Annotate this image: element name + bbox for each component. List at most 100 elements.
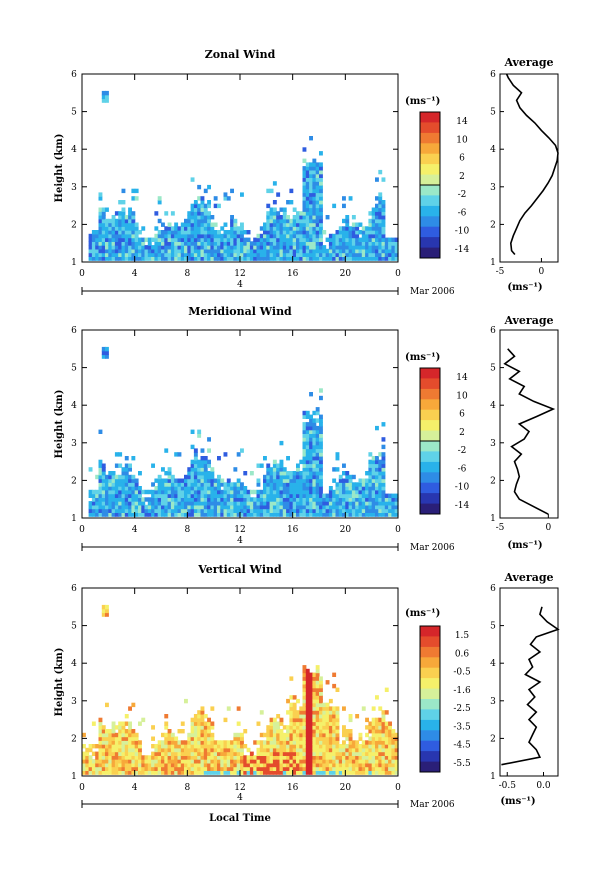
heat-cell bbox=[302, 181, 307, 186]
heat-cell bbox=[108, 493, 113, 498]
heat-cell bbox=[151, 762, 155, 768]
heat-cell bbox=[200, 504, 205, 510]
heat-cell bbox=[131, 252, 136, 257]
heat-cell bbox=[355, 759, 360, 764]
heat-cell bbox=[351, 486, 356, 491]
heat-cell bbox=[358, 751, 363, 756]
heat-cell bbox=[131, 762, 136, 768]
heat-cell bbox=[236, 245, 241, 250]
heat-cell bbox=[230, 489, 234, 495]
heat-cell bbox=[111, 508, 116, 513]
heat-cell bbox=[269, 207, 274, 212]
heat-cell bbox=[210, 486, 215, 491]
heat-cell bbox=[375, 747, 379, 753]
heat-cell bbox=[384, 512, 389, 517]
heat-cell bbox=[348, 237, 353, 242]
heat-cell bbox=[302, 203, 307, 209]
heat-cell bbox=[91, 501, 96, 506]
heat-cell bbox=[371, 755, 376, 760]
heat-cell bbox=[236, 497, 241, 502]
heat-cell bbox=[144, 489, 149, 495]
heat-cell bbox=[128, 759, 132, 764]
heat-cell bbox=[302, 226, 307, 231]
heat-cell bbox=[365, 478, 369, 483]
heat-cell bbox=[375, 501, 379, 506]
heat-cell bbox=[305, 471, 310, 476]
heat-cell bbox=[371, 248, 376, 254]
heat-cell bbox=[272, 478, 277, 483]
heat-cell bbox=[381, 486, 386, 491]
heat-cell bbox=[141, 759, 146, 764]
heat-cell bbox=[111, 736, 116, 741]
heat-cell bbox=[180, 486, 185, 491]
heat-cell bbox=[319, 751, 323, 756]
heat-cell bbox=[351, 245, 356, 250]
colorbar-swatch bbox=[420, 174, 440, 186]
heat-cell bbox=[177, 237, 182, 242]
heat-cell bbox=[263, 233, 267, 239]
heat-cell bbox=[388, 245, 392, 250]
heat-cell bbox=[111, 740, 116, 745]
heat-cell bbox=[309, 691, 313, 696]
heat-cell bbox=[240, 751, 244, 756]
heat-cell bbox=[391, 751, 396, 756]
heat-cell bbox=[312, 676, 317, 681]
heat-cell bbox=[305, 459, 310, 465]
heat-cell bbox=[319, 695, 323, 700]
average-y-tick-label: 6 bbox=[490, 584, 496, 594]
heat-cell bbox=[315, 211, 320, 216]
heat-cell bbox=[108, 732, 113, 738]
heat-cell bbox=[315, 683, 320, 689]
heat-cell bbox=[309, 414, 313, 419]
heat-cell bbox=[342, 218, 346, 224]
heat-cell bbox=[95, 759, 100, 764]
heat-cell bbox=[105, 241, 109, 246]
heat-cell bbox=[319, 230, 323, 235]
heat-cell bbox=[315, 512, 320, 517]
heat-cell bbox=[157, 218, 162, 224]
heat-cell bbox=[203, 459, 208, 465]
heat-cell bbox=[296, 222, 300, 227]
heat-cell bbox=[111, 222, 116, 227]
heat-cell bbox=[315, 256, 320, 261]
heat-cell bbox=[345, 747, 350, 753]
heat-cell bbox=[213, 489, 218, 495]
heat-cell bbox=[342, 482, 346, 487]
heat-cell bbox=[302, 196, 307, 201]
heat-cell bbox=[233, 508, 238, 513]
heat-cell bbox=[361, 493, 366, 498]
colorbar-tick-label: -1.6 bbox=[453, 686, 471, 696]
heat-cell bbox=[82, 755, 86, 760]
heat-cell bbox=[391, 237, 396, 242]
heat-cell bbox=[319, 166, 323, 171]
heat-cell bbox=[368, 508, 373, 513]
heat-cell bbox=[95, 489, 100, 495]
heat-cell bbox=[223, 501, 228, 506]
heat-cell bbox=[101, 747, 106, 753]
heat-cell bbox=[174, 755, 179, 760]
heat-cell bbox=[151, 482, 155, 487]
heat-cell bbox=[217, 766, 221, 771]
heat-cell bbox=[279, 256, 284, 261]
heat-cell bbox=[174, 222, 179, 227]
heat-cell bbox=[167, 759, 172, 764]
heat-cell bbox=[394, 245, 399, 250]
heat-cell bbox=[371, 504, 376, 510]
heat-cell bbox=[302, 725, 307, 730]
heat-cell bbox=[315, 215, 320, 220]
heat-cell bbox=[141, 766, 146, 771]
heat-cell bbox=[305, 203, 310, 209]
heat-cell bbox=[200, 467, 205, 472]
heat-cell bbox=[279, 226, 284, 231]
heat-cell bbox=[114, 222, 119, 227]
heat-cell bbox=[193, 218, 198, 224]
heat-cell bbox=[371, 744, 376, 749]
heat-cell bbox=[233, 751, 238, 756]
heat-cell bbox=[197, 463, 202, 468]
heat-cell bbox=[207, 233, 211, 239]
heat-cell bbox=[253, 759, 258, 764]
heat-cell bbox=[128, 729, 132, 734]
heat-cell bbox=[243, 497, 248, 502]
average-y-tick-label: 4 bbox=[490, 659, 496, 669]
heat-cell bbox=[128, 766, 132, 771]
